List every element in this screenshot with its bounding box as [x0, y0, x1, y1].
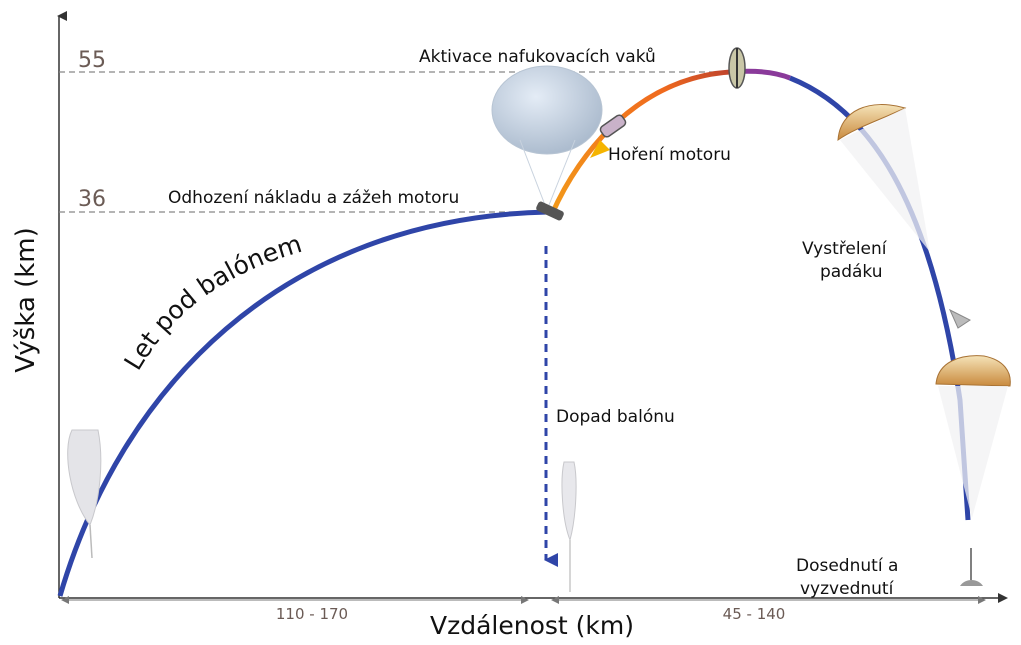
x-axis-title: Vzdálenost (km) [430, 611, 634, 640]
balloon-flight-path [57, 209, 549, 597]
landed-capsule-icon [960, 548, 983, 586]
fallen-balloon-icon [561, 461, 577, 592]
motor-burn-label: Hoření motoru [608, 145, 731, 165]
airbag-vehicle-icon [728, 47, 746, 89]
landing-label-1: Dosednutí a [796, 556, 898, 576]
parachute-1-icon [837, 104, 930, 252]
payload-at-release-icon [536, 201, 564, 221]
landing-label-2: vyzvednutí [800, 579, 895, 599]
balloon-impact-label: Dopad balónu [556, 407, 675, 427]
airbag-activation-label: Aktivace nafukovacích vaků [419, 47, 656, 67]
y-tick-55: 55 [78, 48, 106, 73]
y-tick-36: 36 [78, 187, 106, 212]
y-axis-title: Výška (km) [11, 227, 41, 373]
parachute-deploy-label-2: padáku [820, 262, 883, 282]
drop-ignition-label: Odhození nákladu a zážeh motoru [168, 188, 459, 208]
distance-label-2: 45 - 140 [723, 605, 786, 623]
capsule-descent-icon [948, 308, 971, 329]
distance-label-1: 110 - 170 [276, 605, 348, 623]
parachute-deploy-label-1: Vystřelení [802, 239, 888, 259]
balloon-flight-label: Let pod balónem [118, 229, 305, 375]
stratospheric-balloon-icon [491, 65, 603, 206]
rocket-icon [590, 114, 627, 158]
parachute-2-icon [935, 355, 1011, 518]
launch-balloon-icon [67, 429, 102, 559]
